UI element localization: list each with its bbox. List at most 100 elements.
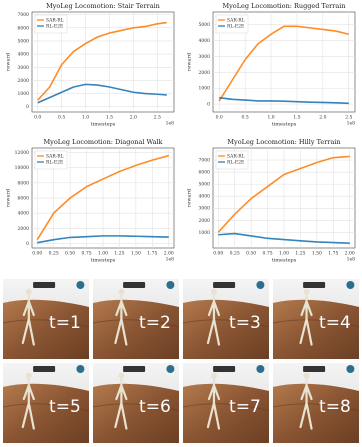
marker-ball (256, 365, 265, 373)
y-tick-label: 8000 (18, 180, 30, 186)
x-offset-label: 1e8 (347, 121, 356, 127)
terrain-ridge (92, 403, 180, 412)
series-line (217, 155, 350, 233)
skeleton-head (118, 372, 125, 379)
frame-label: t=6 (139, 397, 171, 417)
skeleton-head (210, 288, 217, 295)
x-tick-label: 0.0 (34, 115, 41, 121)
x-offset-label: 1e8 (347, 257, 356, 263)
skeleton-head (25, 372, 32, 379)
x-tick-label: 0.00 (213, 251, 223, 257)
camera-rig (303, 282, 326, 288)
y-tick-label: 4000 (199, 194, 211, 200)
x-axis-label: timesteps (272, 122, 297, 128)
camera-rig (123, 366, 146, 372)
x-tick-label: 0.00 (32, 251, 42, 257)
x-tick-label: 1.00 (279, 251, 289, 257)
terrain-ridge (272, 403, 360, 412)
chart-panel: MyoLeg Locomotion: Stair Terrain 0 1000 200… (6, 2, 175, 128)
skeleton (21, 377, 35, 430)
x-tick-label: 0.50 (65, 251, 75, 257)
y-tick-label: 3000 (199, 206, 211, 212)
camera-rig (123, 282, 146, 288)
x-axis-label: timesteps (91, 122, 116, 128)
terrain (273, 383, 359, 443)
camera-rig (213, 366, 236, 372)
x-tick-label: 1.00 (98, 251, 108, 257)
x-tick-label: 0.25 (230, 251, 240, 257)
x-axis-label: timesteps (272, 258, 297, 264)
terrain-ridge (2, 403, 90, 412)
frame: t=7 (182, 363, 270, 443)
y-tick-label: 5000 (199, 22, 211, 28)
camera-rig (303, 366, 326, 372)
x-tick-label: 0.50 (246, 251, 256, 257)
y-tick-label: 12000 (15, 150, 29, 156)
y-tick-label: 0 (26, 241, 29, 247)
y-tick-label: 0 (207, 102, 210, 108)
x-tick-label: 1.5 (293, 115, 300, 121)
terrain-ridge (2, 319, 90, 328)
chart-title: MyoLeg Locomotion: Stair Terrain (46, 2, 160, 10)
skeleton (299, 293, 313, 346)
frame: t=4 (272, 279, 360, 359)
skeleton-head (118, 288, 125, 295)
legend-label: RL-E2E (46, 24, 63, 30)
frame-label: t=3 (229, 313, 261, 333)
y-axis-label: reward (6, 188, 12, 207)
y-tick-label: 2000 (18, 226, 30, 232)
skeleton-head (210, 372, 217, 379)
frame: t=6 (92, 363, 180, 443)
series-line (37, 21, 167, 101)
x-tick-label: 2.5 (345, 115, 352, 121)
series-line (218, 232, 350, 244)
y-tick-label: 1000 (199, 86, 211, 92)
series-line (37, 83, 167, 104)
x-tick-label: 1.50 (312, 251, 322, 257)
legend-label: SAR-RL (227, 18, 245, 24)
series-line (218, 25, 349, 102)
y-tick-label: 0 (26, 104, 29, 110)
x-tick-label: 1.50 (131, 251, 141, 257)
y-tick-label: 1000 (18, 91, 30, 97)
terrain-ridge (92, 319, 180, 328)
skeleton-head (303, 288, 310, 295)
skeleton (114, 377, 128, 430)
camera-rig (213, 282, 236, 288)
frame: t=5 (2, 363, 90, 443)
x-tick-label: 1.25 (295, 251, 305, 257)
y-tick-label: 4000 (199, 38, 211, 44)
frame: t=1 (2, 279, 90, 359)
x-tick-label: 0.75 (82, 251, 92, 257)
legend-label: RL-E2E (227, 24, 244, 30)
frame-label: t=2 (139, 313, 171, 333)
chart-panel: MyoLeg Locomotion: Rugged Terrain 0 1000 20… (187, 2, 356, 128)
frame: t=2 (92, 279, 180, 359)
terrain (93, 383, 179, 443)
marker-ball (256, 281, 265, 289)
x-axis-label: timesteps (91, 258, 116, 264)
marker-ball (346, 365, 355, 373)
terrain (183, 299, 269, 359)
y-axis-label: reward (187, 52, 193, 71)
marker-ball (76, 281, 85, 289)
y-tick-label: 3000 (199, 54, 211, 60)
marker-ball (76, 365, 85, 373)
series-line (37, 235, 169, 244)
chart-panel: MyoLeg Locomotion: Hilly Terrain 1000 2000… (187, 138, 356, 264)
x-tick-label: 0.0 (216, 115, 223, 121)
series-line (219, 96, 349, 105)
marker-ball (346, 281, 355, 289)
terrain-ridge (182, 403, 270, 412)
series-line (36, 154, 169, 241)
y-tick-label: 6000 (199, 170, 211, 176)
x-tick-label: 2.0 (319, 115, 326, 121)
legend-label: RL-E2E (227, 160, 244, 166)
terrain (183, 383, 269, 443)
x-tick-label: 0.75 (263, 251, 273, 257)
y-tick-label: 7000 (199, 158, 211, 164)
frame-label: t=1 (49, 313, 81, 333)
frame: t=3 (182, 279, 270, 359)
terrain-ridge (272, 319, 360, 328)
